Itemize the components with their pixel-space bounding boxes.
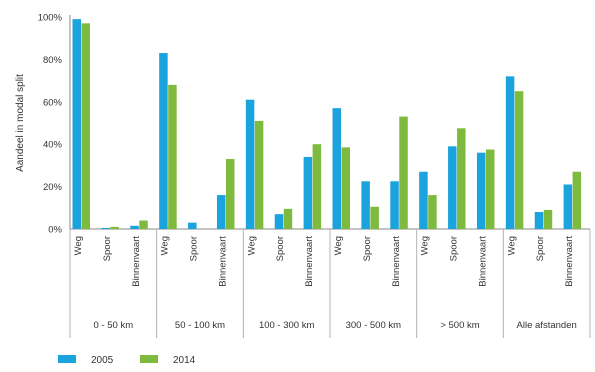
bar-2014 <box>572 171 582 229</box>
category-label: Weg <box>160 236 171 255</box>
category-label: Spoor <box>275 236 286 261</box>
bar-2005 <box>130 225 139 229</box>
legend-swatch-2014 <box>140 355 158 363</box>
bar-2005 <box>188 222 197 229</box>
group-label: 0 - 50 km <box>94 320 134 331</box>
category-label: Weg <box>333 236 344 255</box>
category-label: Binnenvaart <box>304 236 315 287</box>
bar-2005 <box>159 53 168 229</box>
bar-2005 <box>390 181 399 229</box>
bar-2014 <box>225 159 235 229</box>
bar-2005 <box>505 76 515 229</box>
bar-2005 <box>563 184 573 229</box>
legend-label: 2014 <box>173 355 196 366</box>
bar-2014 <box>543 209 553 229</box>
bar-2005 <box>303 156 313 229</box>
category-label: Binnenvaart <box>564 236 575 287</box>
category-label: Spoor <box>535 236 546 261</box>
bar-2014 <box>312 144 322 229</box>
category-label: Spoor <box>189 236 200 261</box>
bar-2005 <box>419 171 428 229</box>
y-tick-label: 40% <box>43 140 63 151</box>
bar-2005 <box>274 214 284 229</box>
bar-2014 <box>81 23 90 229</box>
bar-2014 <box>254 120 264 229</box>
bar-2014 <box>399 116 408 229</box>
bar-2005 <box>534 212 544 229</box>
category-label: Binnenvaart <box>477 236 488 287</box>
bar-2014 <box>341 147 350 229</box>
bar-2005 <box>101 227 110 229</box>
bar-2005 <box>332 108 341 229</box>
category-label: Weg <box>73 236 84 255</box>
bar-2005 <box>72 19 81 230</box>
bar-2014 <box>110 226 119 229</box>
y-tick-label: 0% <box>48 225 62 236</box>
legend-swatch-2005 <box>58 355 76 363</box>
group-label: 100 - 300 km <box>259 320 315 331</box>
bar-2014 <box>283 208 293 229</box>
bar-2005 <box>361 181 370 229</box>
category-label: Binnenvaart <box>131 236 142 287</box>
category-label: Weg <box>506 236 517 255</box>
group-label: 50 - 100 km <box>175 320 225 331</box>
category-label: Weg <box>246 236 257 255</box>
legend-label: 2005 <box>91 355 114 366</box>
y-axis-label: Aandeel in modal split <box>15 74 26 172</box>
bar-2014 <box>428 195 437 229</box>
bar-2014 <box>514 91 524 229</box>
bar-2014 <box>457 128 466 229</box>
category-label: Spoor <box>102 236 113 261</box>
y-tick-label: 60% <box>43 97 63 108</box>
bar-2005 <box>476 152 486 229</box>
bar-2005 <box>245 99 255 230</box>
bar-2014 <box>168 84 177 229</box>
category-label: Binnenvaart <box>391 236 402 287</box>
bar-2014 <box>139 220 148 229</box>
bar-2014 <box>370 206 379 229</box>
group-label: 300 - 500 km <box>346 320 402 331</box>
group-label: > 500 km <box>440 320 479 331</box>
category-label: Spoor <box>362 236 373 261</box>
category-label: Spoor <box>449 236 460 261</box>
y-tick-label: 100% <box>38 13 63 24</box>
y-tick-label: 20% <box>43 182 63 193</box>
group-label: Alle afstanden <box>517 320 577 331</box>
y-tick-label: 80% <box>43 55 63 66</box>
bar-2014 <box>485 149 495 229</box>
category-label: Binnenvaart <box>217 236 228 287</box>
bar-2005 <box>216 195 226 229</box>
bar-2005 <box>448 146 457 229</box>
category-label: Weg <box>420 236 431 255</box>
